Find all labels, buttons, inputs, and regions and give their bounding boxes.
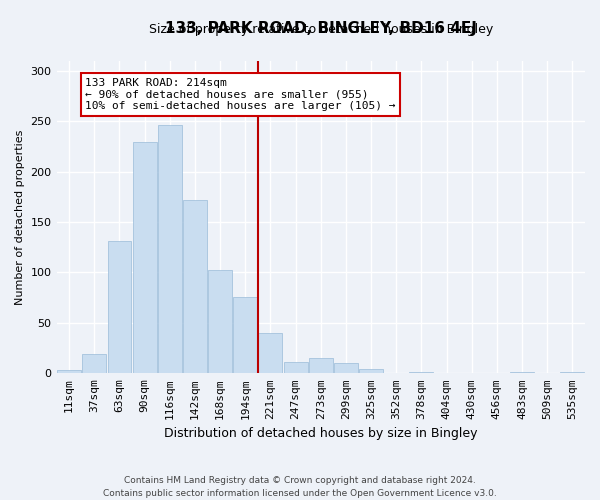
Bar [409,372,433,374]
Text: 133, PARK ROAD, BINGLEY, BD16 4EJ: 133, PARK ROAD, BINGLEY, BD16 4EJ [165,21,477,36]
Y-axis label: Number of detached properties: Number of detached properties [15,130,25,304]
Text: Contains HM Land Registry data © Crown copyright and database right 2024.
Contai: Contains HM Land Registry data © Crown c… [103,476,497,498]
Bar [82,354,106,374]
Title: Size of property relative to detached houses in Bingley: Size of property relative to detached ho… [149,23,493,36]
Bar [158,126,182,374]
Bar [560,372,584,374]
Bar [510,372,534,374]
Bar [259,333,283,374]
Text: 133 PARK ROAD: 214sqm
← 90% of detached houses are smaller (955)
10% of semi-det: 133 PARK ROAD: 214sqm ← 90% of detached … [85,78,396,111]
Bar [183,200,207,374]
Bar [107,241,131,374]
Bar [208,270,232,374]
Bar [57,370,81,374]
Bar [284,362,308,374]
Bar [334,363,358,374]
Bar [233,296,257,374]
Bar [133,142,157,374]
Bar [359,370,383,374]
X-axis label: Distribution of detached houses by size in Bingley: Distribution of detached houses by size … [164,427,478,440]
Bar [309,358,333,374]
